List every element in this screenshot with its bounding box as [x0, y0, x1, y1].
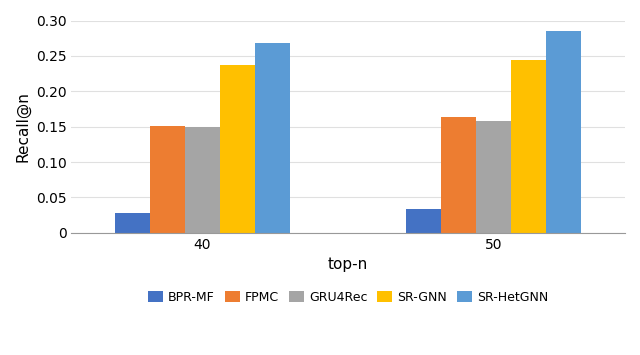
Bar: [185, 127, 220, 233]
Bar: [255, 43, 290, 233]
X-axis label: top-n: top-n: [328, 257, 368, 272]
Legend: BPR-MF, FPMC, GRU4Rec, SR-GNN, SR-HetGNN: BPR-MF, FPMC, GRU4Rec, SR-GNN, SR-HetGNN: [143, 286, 554, 309]
Bar: [547, 31, 581, 233]
Bar: [476, 121, 511, 233]
Bar: [511, 60, 547, 233]
Y-axis label: Recall@n: Recall@n: [15, 91, 30, 162]
Bar: [406, 209, 442, 233]
Bar: [115, 213, 150, 233]
Bar: [220, 65, 255, 233]
Bar: [150, 126, 185, 233]
Bar: [442, 118, 476, 233]
